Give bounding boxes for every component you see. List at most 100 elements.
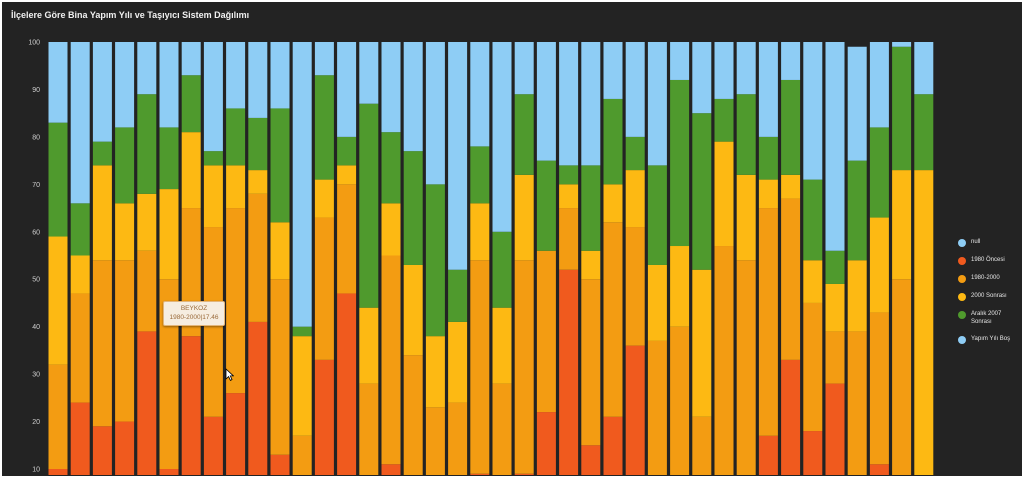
bar-5-segment-5 — [137, 42, 157, 95]
bar-29-segment-2 — [670, 326, 690, 475]
bar-38-segment-2 — [869, 312, 889, 465]
bar-2-segment-4 — [70, 203, 90, 256]
bar-39-segment-2 — [892, 279, 912, 475]
legend-item[interactable]: Yapım Yılı Boş — [958, 335, 1020, 344]
bar-39-segment-4 — [892, 46, 912, 171]
bar-7-segment-4 — [181, 75, 201, 133]
bar-22-segment-5 — [514, 42, 534, 95]
bar-17-segment-3 — [403, 264, 423, 356]
bar-28-segment-5 — [647, 42, 667, 166]
bar-32-segment-4 — [736, 94, 756, 175]
bar-22-segment-2 — [514, 260, 534, 474]
bar-23-segment-5 — [536, 42, 556, 161]
bar-35-segment-5 — [803, 42, 823, 180]
mouse-pointer-icon — [225, 368, 234, 381]
bar-21-segment-4 — [492, 231, 512, 308]
bar-38-segment-1 — [869, 464, 889, 475]
legend: null 1980 Öncesi 1980-2000 2000 Sonrası Aral… — [958, 238, 1020, 353]
bar-26-segment-4 — [603, 98, 623, 185]
bar-24-segment-4 — [559, 165, 579, 185]
legend-item[interactable]: Aralık 2007 Sonrası — [958, 310, 1020, 326]
bar-33-segment-5 — [758, 42, 778, 137]
bar-21-segment-3 — [492, 307, 512, 384]
bar-30-segment-4 — [692, 113, 712, 270]
bar-24-segment-2 — [559, 208, 579, 270]
bar-9-segment-2 — [226, 208, 246, 394]
bar-25-segment-1 — [581, 445, 601, 475]
bar-31-segment-3 — [714, 141, 734, 247]
legend-label: null — [971, 239, 981, 245]
bar-13-segment-4 — [314, 75, 334, 180]
bar-16-segment-5 — [381, 42, 401, 133]
bar-1-segment-2 — [48, 364, 68, 469]
bar-28-segment-4 — [647, 165, 667, 265]
legend-item[interactable]: null — [958, 238, 1020, 247]
bar-1-segment-3 — [48, 236, 68, 365]
bar-5-segment-4 — [137, 94, 157, 194]
legend-item[interactable]: 1980-2000 — [958, 274, 1020, 283]
bar-34-segment-4 — [781, 79, 801, 175]
bar-13-segment-2 — [314, 217, 334, 360]
legend-item[interactable]: 1980 Öncesi — [958, 256, 1020, 265]
y-tick-label-30: 30 — [32, 372, 40, 379]
bar-8-segment-4 — [203, 151, 223, 166]
bar-2-segment-5 — [70, 42, 90, 204]
y-tick-label-70: 70 — [32, 182, 40, 189]
bar-33-segment-3 — [758, 179, 778, 209]
legend-label: 2000 Sonrası — [971, 293, 1007, 299]
tooltip: BEYKOZ 1980-2000|17.46 — [163, 301, 225, 326]
tooltip-district: BEYKOZ — [180, 305, 208, 312]
legend-item[interactable]: 2000 Sonrası — [958, 292, 1020, 301]
bar-35-segment-3 — [803, 260, 823, 303]
bar-9-segment-3 — [226, 165, 246, 209]
bar-12-segment-4 — [292, 326, 312, 337]
bar-39-segment-5 — [892, 42, 912, 47]
bar-1-segment-4 — [48, 122, 68, 237]
bar-2-segment-3 — [70, 255, 90, 294]
bar-24-segment-3 — [559, 184, 579, 209]
bar-20-segment-1 — [470, 473, 490, 475]
bar-5-segment-3 — [137, 193, 157, 251]
y-tick-label-80: 80 — [32, 134, 40, 141]
bar-34-segment-3 — [781, 174, 801, 199]
bar-9-segment-4 — [226, 108, 246, 166]
bar-32-segment-2 — [736, 260, 756, 475]
bar-24-segment-5 — [559, 42, 579, 166]
y-tick-label-10: 10 — [32, 467, 40, 474]
bar-22-segment-4 — [514, 94, 534, 175]
bar-14-segment-2 — [337, 184, 357, 294]
bar-32-segment-5 — [736, 42, 756, 95]
bar-14-segment-3 — [337, 165, 357, 185]
bar-36-segment-1 — [825, 383, 845, 475]
bar-25-segment-4 — [581, 165, 601, 251]
bar-23-segment-2 — [536, 250, 556, 413]
bar-13-segment-1 — [314, 359, 334, 475]
y-tick-label-100: 100 — [28, 40, 40, 47]
bar-26-segment-1 — [603, 416, 623, 475]
bar-38-segment-5 — [869, 42, 889, 128]
bar-15-segment-5 — [359, 42, 379, 104]
bar-27-segment-5 — [625, 42, 645, 137]
bar-2-segment-2 — [70, 293, 90, 403]
bar-17-segment-5 — [403, 42, 423, 152]
bar-36-segment-5 — [825, 42, 845, 251]
bar-2-segment-1 — [70, 402, 90, 475]
y-tick-label-50: 50 — [32, 277, 40, 284]
bar-33-segment-2 — [758, 208, 778, 436]
bar-18-segment-4 — [425, 184, 445, 337]
bar-14-segment-5 — [337, 42, 357, 137]
bar-17-segment-4 — [403, 151, 423, 265]
legend-swatch — [958, 336, 966, 344]
bar-23-segment-4 — [536, 160, 556, 251]
bar-4-segment-5 — [115, 42, 135, 128]
bar-33-segment-4 — [758, 136, 778, 180]
bar-28-segment-2 — [647, 340, 667, 475]
bar-8-segment-3 — [203, 165, 223, 228]
bar-9-segment-5 — [226, 42, 246, 109]
legend-swatch — [958, 293, 966, 301]
bar-5-segment-2 — [137, 250, 157, 332]
bar-30-segment-5 — [692, 42, 712, 114]
bar-4-segment-2 — [115, 260, 135, 422]
